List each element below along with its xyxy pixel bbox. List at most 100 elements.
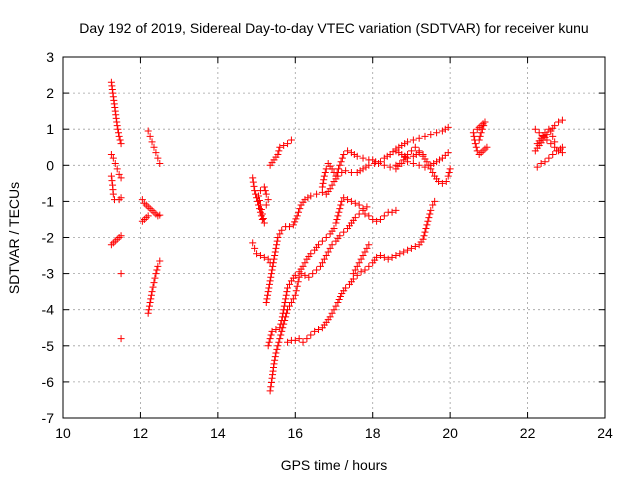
data-point (107, 150, 115, 158)
data-point (284, 140, 292, 148)
data-point (475, 136, 483, 144)
data-point (328, 309, 336, 317)
data-point (151, 274, 159, 282)
data-point (333, 169, 341, 177)
x-tick-label: 20 (442, 425, 458, 441)
data-point (117, 140, 125, 148)
data-point (549, 150, 557, 158)
data-point (336, 232, 344, 240)
data-point (299, 262, 307, 270)
data-point (541, 129, 549, 137)
data-point (115, 170, 123, 178)
data-point (407, 147, 415, 155)
data-point (342, 284, 350, 292)
data-point (411, 243, 419, 251)
data-point (279, 324, 287, 332)
data-point (351, 199, 359, 207)
data-point (140, 199, 148, 207)
data-point (147, 295, 155, 303)
data-point (396, 159, 404, 167)
data-point (282, 291, 290, 299)
data-point (429, 201, 437, 209)
y-tick-label: 2 (46, 85, 54, 101)
data-point (280, 320, 288, 328)
data-point (421, 228, 429, 236)
data-point (145, 306, 153, 314)
data-point (113, 235, 121, 243)
data-point (142, 201, 150, 209)
data-point (142, 214, 150, 222)
data-point (153, 266, 161, 274)
data-point (265, 284, 273, 292)
data-point (445, 169, 453, 177)
data-point (307, 192, 315, 200)
data-point (301, 271, 309, 279)
data-point (264, 196, 272, 204)
data-point (150, 279, 158, 287)
data-point (412, 150, 420, 158)
data-point (409, 159, 417, 167)
data-point (305, 273, 313, 281)
data-point (271, 252, 279, 260)
data-point (263, 295, 271, 303)
x-tick-label: 24 (597, 425, 613, 441)
data-point (340, 194, 348, 202)
data-point (386, 163, 394, 171)
data-point (111, 237, 119, 245)
data-point (156, 159, 164, 167)
data-point (318, 183, 326, 191)
data-point (337, 201, 345, 209)
data-point (349, 270, 357, 278)
data-point (400, 248, 408, 256)
data-point (404, 150, 412, 158)
y-axis: -7 -6 -5 -4 -3 -2 -1 0 1 2 3 (42, 49, 605, 426)
data-point (295, 335, 303, 343)
data-point (388, 253, 396, 261)
data-point (113, 165, 121, 173)
data-point (291, 291, 299, 299)
x-tick-label: 10 (55, 425, 71, 441)
data-point (340, 150, 348, 158)
data-point (423, 158, 431, 166)
data-point (533, 163, 541, 171)
data-point (117, 270, 125, 278)
data-point (446, 165, 454, 173)
data-point (320, 172, 328, 180)
data-point (287, 298, 295, 306)
data-point (351, 266, 359, 274)
data-point (294, 278, 302, 286)
data-point (369, 156, 377, 164)
data-point (150, 143, 158, 151)
data-point (299, 338, 307, 346)
data-point (380, 161, 388, 169)
data-point (311, 327, 319, 335)
data-point (252, 190, 260, 198)
data-point (551, 122, 559, 130)
chart-title: Day 192 of 2019, Sidereal Day-to-day VTE… (79, 20, 588, 36)
data-point (326, 313, 334, 321)
data-point (421, 132, 429, 140)
data-point (313, 190, 321, 198)
data-point (337, 158, 345, 166)
data-point (545, 125, 553, 133)
data-point (145, 302, 153, 310)
data-point (260, 219, 268, 227)
data-point (281, 298, 289, 306)
data-point (272, 349, 280, 357)
data-point (251, 244, 259, 252)
data-point (140, 215, 148, 223)
data-point (409, 136, 417, 144)
data-point (264, 288, 272, 296)
x-tick-label: 12 (133, 425, 149, 441)
data-point (148, 138, 156, 146)
data-point (476, 132, 484, 140)
data-point (284, 306, 292, 314)
data-point (404, 246, 412, 254)
data-point (154, 212, 162, 220)
data-point (380, 154, 388, 162)
data-point (426, 210, 434, 218)
data-point (433, 129, 441, 137)
data-point (149, 283, 157, 291)
data-point (328, 241, 336, 249)
